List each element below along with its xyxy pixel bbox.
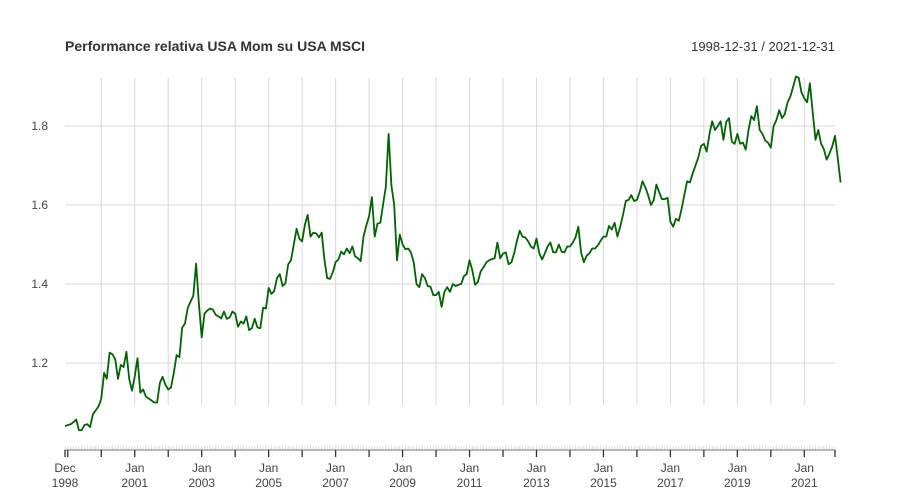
x-tick-label-year: 2017 — [657, 476, 684, 490]
chart-title: Performance relativa USA Mom su USA MSCI — [65, 38, 365, 54]
x-tick-label-year: 2001 — [121, 476, 148, 490]
x-tick-label-month: Jan — [594, 461, 613, 475]
x-tick-label-year: 2011 — [457, 476, 483, 490]
series-line — [64, 75, 842, 432]
y-tick-label: 1.4 — [31, 277, 48, 291]
x-tick-label-year: 2021 — [791, 476, 818, 490]
date-range-label: 1998-12-31 / 2021-12-31 — [691, 39, 835, 54]
x-tick-label-year: 2007 — [322, 476, 349, 490]
x-tick-label-month: Jan — [192, 461, 211, 475]
x-tick-label-month: Jan — [259, 461, 278, 475]
x-tick-label-month: Jan — [795, 461, 814, 475]
x-tick-label-month: Jan — [125, 461, 144, 475]
x-tick-label-month: Jan — [661, 461, 680, 475]
x-tick-label-year: 2019 — [724, 476, 751, 490]
x-tick-label-month: Jan — [728, 461, 747, 475]
x-tick-label-month: Jan — [460, 461, 479, 475]
x-tick-label-year: 2013 — [523, 476, 550, 490]
y-tick-label: 1.2 — [31, 356, 48, 370]
x-tick-label-year: 2003 — [188, 476, 215, 490]
x-tick-label-month: Dec — [54, 461, 75, 475]
series-group — [64, 75, 842, 432]
x-tick-label-month: Jan — [393, 461, 412, 475]
x-tick-label-year: 2009 — [389, 476, 416, 490]
x-tick-label-month: Jan — [527, 461, 546, 475]
x-axis: Dec1998Jan2001Jan2003Jan2005Jan2007Jan20… — [52, 446, 836, 490]
x-tick-label-year: 2005 — [255, 476, 282, 490]
y-axis-labels: 1.2 1.4 1.6 1.8 — [31, 119, 48, 370]
horizontal-gridlines — [65, 125, 835, 364]
x-tick-label-year: 2015 — [590, 476, 617, 490]
y-tick-label: 1.6 — [31, 198, 48, 212]
y-tick-label: 1.8 — [31, 119, 48, 133]
x-tick-label-month: Jan — [326, 461, 345, 475]
x-tick-label-year: 1998 — [52, 476, 79, 490]
vertical-gridlines — [100, 78, 805, 405]
